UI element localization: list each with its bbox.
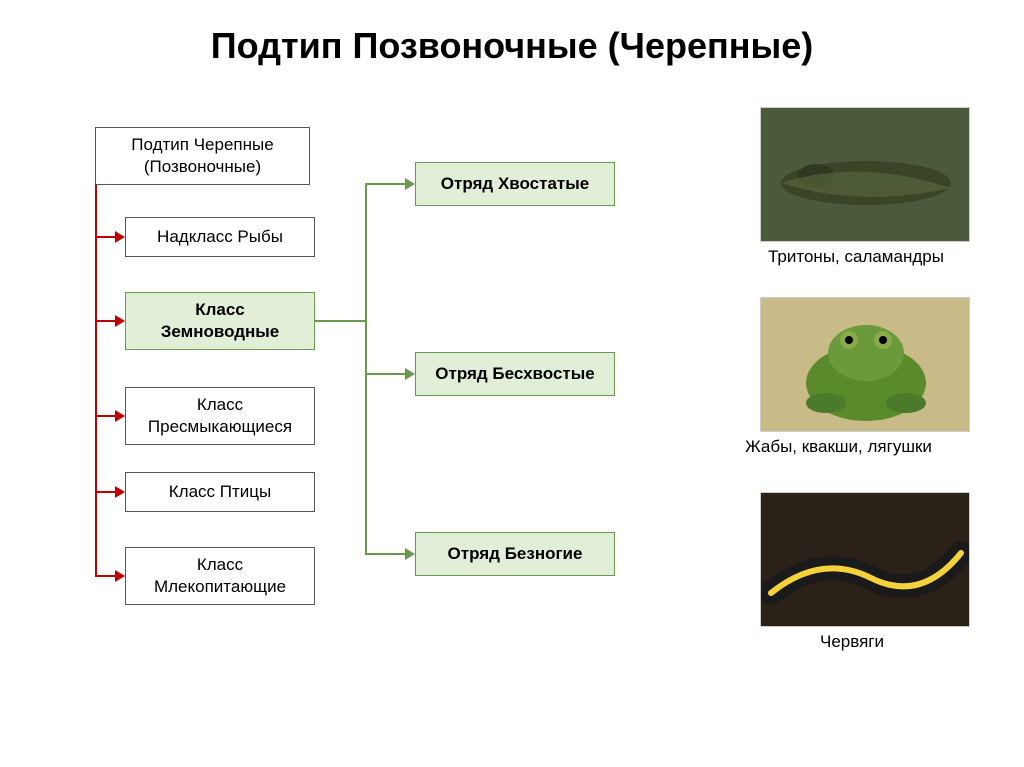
item-birds: Класс Птицы [125, 472, 315, 512]
item-mammals-l2: Млекопитающие [154, 576, 286, 598]
item-mammals-l1: Класс [197, 554, 243, 576]
red-branch-3 [95, 491, 117, 493]
green-vert [365, 183, 367, 555]
order-caudata: Отряд Хвостатые [415, 162, 615, 206]
green-arrow-2 [405, 548, 415, 560]
red-branch-1 [95, 320, 117, 322]
red-arrow-2 [115, 410, 125, 422]
red-branch-4 [95, 575, 117, 577]
red-arrow-0 [115, 231, 125, 243]
item-birds-label: Класс Птицы [169, 481, 271, 503]
green-br-2 [365, 553, 407, 555]
order-apoda-label: Отряд Безногие [448, 543, 583, 565]
image-frog [760, 297, 970, 432]
item-mammals: Класс Млекопитающие [125, 547, 315, 605]
red-arrow-3 [115, 486, 125, 498]
item-amphibians-l2: Земноводные [161, 321, 280, 343]
caption-frog: Жабы, квакши, лягушки [745, 437, 932, 457]
order-caudata-label: Отряд Хвостатые [441, 173, 589, 195]
red-branch-2 [95, 415, 117, 417]
green-main-h [315, 320, 365, 322]
item-fish: Надкласс Рыбы [125, 217, 315, 257]
order-apoda: Отряд Безногие [415, 532, 615, 576]
root-line1: Подтип Черепные [131, 134, 273, 156]
root-line2: (Позвоночные) [144, 156, 261, 178]
green-arrow-0 [405, 178, 415, 190]
caption-newt: Тритоны, саламандры [768, 247, 944, 267]
root-box: Подтип Черепные (Позвоночные) [95, 127, 310, 185]
red-branch-0 [95, 236, 117, 238]
item-reptiles-l2: Пресмыкающиеся [148, 416, 292, 438]
item-amphibians-l1: Класс [195, 299, 245, 321]
order-anura-label: Отряд Бесхвостые [435, 363, 594, 385]
order-anura: Отряд Бесхвостые [415, 352, 615, 396]
image-caecilian [760, 492, 970, 627]
green-arrow-1 [405, 368, 415, 380]
green-br-1 [365, 373, 407, 375]
image-newt [760, 107, 970, 242]
red-arrow-1 [115, 315, 125, 327]
caption-caecilian: Червяги [820, 632, 884, 652]
item-fish-label: Надкласс Рыбы [157, 226, 283, 248]
item-reptiles: Класс Пресмыкающиеся [125, 387, 315, 445]
page-title: Подтип Позвоночные (Черепные) [0, 0, 1024, 102]
green-br-0 [365, 183, 407, 185]
item-amphibians: Класс Земноводные [125, 292, 315, 350]
red-arrow-4 [115, 570, 125, 582]
diagram-content: Подтип Черепные (Позвоночные) Надкласс Р… [0, 102, 1024, 742]
item-reptiles-l1: Класс [197, 394, 243, 416]
red-spine [95, 185, 97, 575]
